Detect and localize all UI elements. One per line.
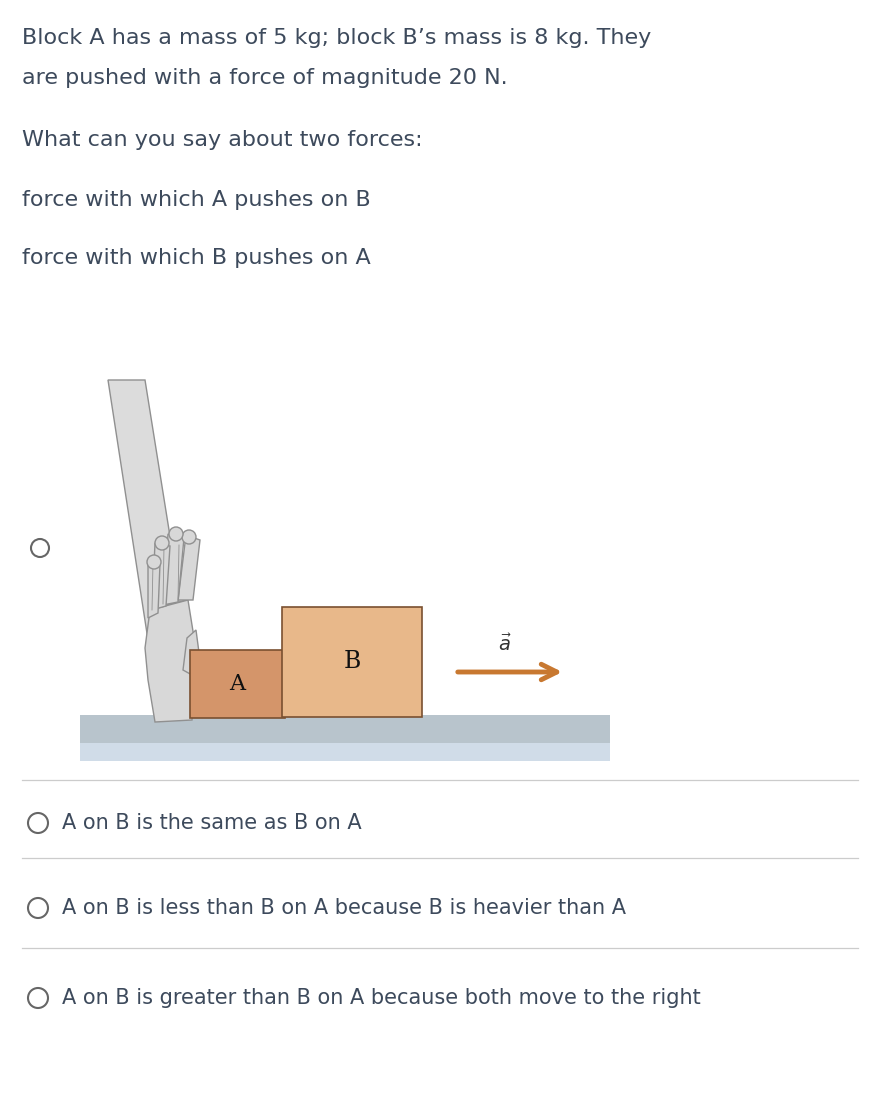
Bar	[190, 650, 285, 718]
Text: B: B	[343, 650, 361, 673]
Bar	[282, 607, 422, 716]
Polygon shape	[152, 543, 170, 611]
Polygon shape	[148, 562, 160, 618]
Circle shape	[182, 530, 196, 544]
Polygon shape	[145, 599, 196, 722]
Circle shape	[147, 555, 161, 569]
Text: A: A	[230, 673, 246, 696]
Bar	[80, 715, 610, 743]
Polygon shape	[108, 380, 185, 640]
Polygon shape	[178, 535, 200, 599]
Text: A on B is less than B on A because B is heavier than A: A on B is less than B on A because B is …	[62, 898, 626, 919]
Text: A on B is greater than B on A because both move to the right: A on B is greater than B on A because bo…	[62, 988, 700, 1008]
Text: Block A has a mass of 5 kg; block B’s mass is 8 kg. They: Block A has a mass of 5 kg; block B’s ma…	[22, 28, 651, 47]
Circle shape	[155, 537, 169, 550]
Text: force with which A pushes on B: force with which A pushes on B	[22, 190, 370, 210]
Text: force with which B pushes on A: force with which B pushes on A	[22, 248, 370, 268]
Circle shape	[169, 527, 183, 541]
Polygon shape	[183, 630, 200, 675]
Text: are pushed with a force of magnitude 20 N.: are pushed with a force of magnitude 20 …	[22, 68, 508, 88]
Polygon shape	[163, 534, 184, 605]
Polygon shape	[148, 560, 188, 608]
Text: What can you say about two forces:: What can you say about two forces:	[22, 130, 422, 150]
Text: $\vec{a}$: $\vec{a}$	[498, 634, 512, 655]
Bar	[80, 743, 610, 761]
Text: A on B is the same as B on A: A on B is the same as B on A	[62, 813, 362, 834]
